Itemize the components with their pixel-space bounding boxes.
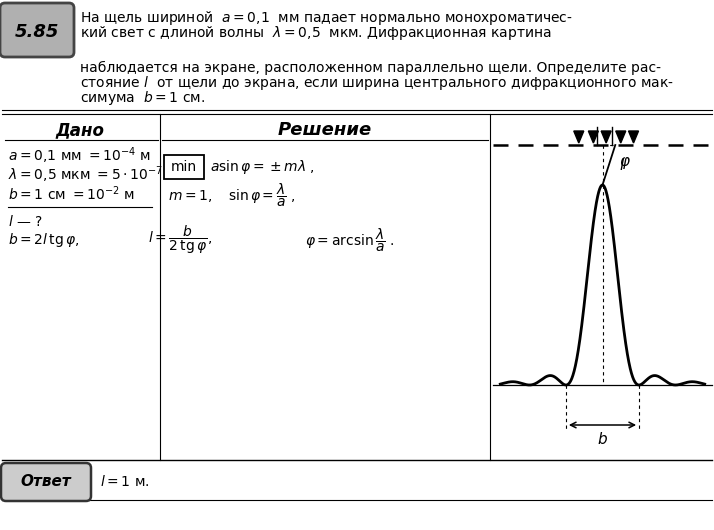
Text: min: min <box>171 160 197 174</box>
Text: $l$ — ?: $l$ — ? <box>8 214 43 228</box>
Text: Дано: Дано <box>56 121 104 139</box>
Text: $b = 2l\,\mathrm{tg}\,\varphi ,$: $b = 2l\,\mathrm{tg}\,\varphi ,$ <box>8 231 79 249</box>
Text: стояние $l$  от щели до экрана, если ширина центрального дифракционного мак-: стояние $l$ от щели до экрана, если шири… <box>80 74 674 92</box>
Text: $m = 1, \quad \sin\varphi = \dfrac{\lambda}{a}$ ,: $m = 1, \quad \sin\varphi = \dfrac{\lamb… <box>168 181 296 209</box>
Text: $a \sin\varphi = \pm m\lambda$ ,: $a \sin\varphi = \pm m\lambda$ , <box>210 158 315 176</box>
Text: $l = \dfrac{b}{2\,\mathrm{tg}\,\varphi} ,$: $l = \dfrac{b}{2\,\mathrm{tg}\,\varphi} … <box>148 224 212 256</box>
Text: $\varphi$: $\varphi$ <box>619 155 631 171</box>
Text: наблюдается на экране, расположенном параллельно щели. Определите рас-: наблюдается на экране, расположенном пар… <box>80 61 661 75</box>
Text: $a = 0{,}1$ мм $= 10^{-4}$ м: $a = 0{,}1$ мм $= 10^{-4}$ м <box>8 146 151 166</box>
Text: $\varphi = \arcsin\dfrac{\lambda}{a}$ .: $\varphi = \arcsin\dfrac{\lambda}{a}$ . <box>305 226 395 254</box>
Text: $l$: $l$ <box>619 157 625 173</box>
Text: $l = 1$ м.: $l = 1$ м. <box>100 474 149 490</box>
FancyBboxPatch shape <box>1 463 91 501</box>
Text: Ответ: Ответ <box>21 474 71 490</box>
Text: $\lambda = 0{,}5$ мкм $= 5 \cdot 10^{-7}$ м: $\lambda = 0{,}5$ мкм $= 5 \cdot 10^{-7}… <box>8 165 178 186</box>
Polygon shape <box>628 131 638 143</box>
Polygon shape <box>601 131 611 143</box>
Text: Решение: Решение <box>278 121 372 139</box>
FancyBboxPatch shape <box>164 155 204 179</box>
Polygon shape <box>615 131 625 143</box>
Text: кий свет с длиной волны  $\lambda = 0{,}5$  мкм. Дифракционная картина: кий свет с длиной волны $\lambda = 0{,}5… <box>80 24 552 42</box>
Text: $b = 1$ см $= 10^{-2}$ м: $b = 1$ см $= 10^{-2}$ м <box>8 184 135 204</box>
Text: На щель шириной  $a = 0{,}1$  мм падает нормально монохроматичес-: На щель шириной $a = 0{,}1$ мм падает но… <box>80 9 573 27</box>
FancyBboxPatch shape <box>0 3 74 57</box>
Text: симума  $b = 1$ см.: симума $b = 1$ см. <box>80 89 205 107</box>
Polygon shape <box>588 131 598 143</box>
Text: $b$: $b$ <box>597 431 608 447</box>
Polygon shape <box>574 131 584 143</box>
Text: 5.85: 5.85 <box>15 23 59 41</box>
